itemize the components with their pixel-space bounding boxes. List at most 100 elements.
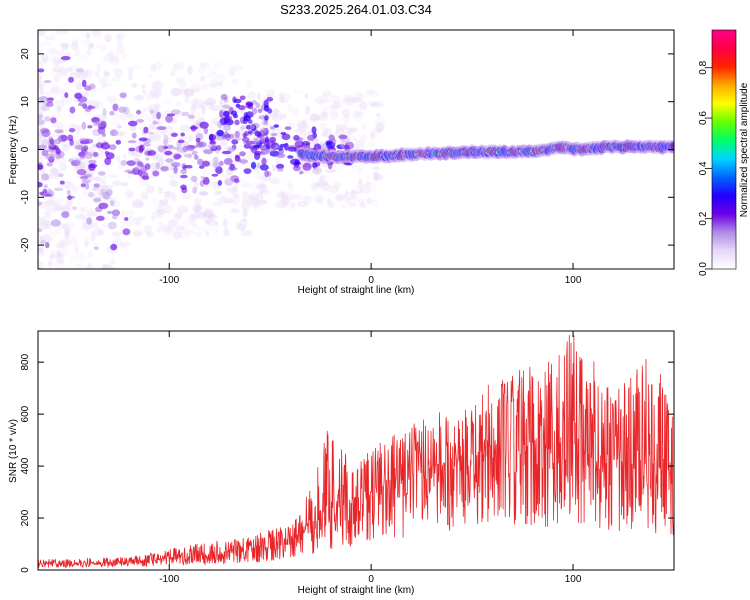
spectrogram-cell — [155, 162, 160, 170]
spectrogram-cell — [212, 61, 222, 70]
spectrogram-cell — [138, 145, 144, 154]
spectrogram-cell — [355, 163, 366, 172]
spectrogram-cell — [81, 206, 93, 213]
spectrogram-cell — [171, 162, 181, 167]
spectrogram-cell — [164, 191, 170, 199]
spectrogram-cell — [335, 123, 340, 132]
spectrogram-cell — [188, 153, 193, 159]
spectrogram-cell — [101, 264, 114, 269]
spectrogram-cell — [316, 179, 328, 187]
spectrogram-cell — [327, 184, 340, 194]
spectrogram-cell — [277, 146, 284, 151]
spectrogram-cell — [70, 159, 81, 167]
spectrogram-cell — [162, 198, 169, 207]
spectrogram-cell — [172, 146, 181, 150]
spectrogram-cell — [253, 150, 262, 156]
spectrogram-cell — [287, 103, 293, 113]
spectrogram-cell — [91, 265, 103, 269]
spectrogram-cell — [165, 115, 174, 123]
spectrogram-cell — [312, 185, 319, 192]
spectrogram-cell — [217, 180, 223, 186]
spectrogram-cell — [118, 132, 123, 138]
spectrogram-cell — [350, 196, 361, 202]
spectrogram-cell — [53, 262, 65, 268]
spectrogram-cell — [352, 112, 363, 122]
spectrogram-cell — [239, 219, 248, 228]
spectrogram-cell — [172, 192, 177, 202]
spectrogram-cell — [79, 154, 86, 160]
spectrogram-cell — [128, 115, 139, 121]
spectrogram-cell — [184, 164, 193, 169]
spectrogram-cell — [241, 137, 250, 143]
spectrogram-cell — [244, 197, 253, 204]
spectrogram-cell — [184, 94, 189, 103]
spectrogram-cell — [50, 249, 56, 258]
spectrogram-cell — [187, 65, 194, 75]
spectrogram-cell — [147, 150, 157, 156]
snr-panel: -100 0 100 0 200 400 600 800 Height of straight… — [8, 330, 675, 596]
spectrogram-cell — [360, 202, 367, 209]
spectrogram-cell — [107, 210, 113, 214]
spectrogram-cell — [347, 198, 356, 208]
snr-ylabel: SNR (10 * v/v) — [8, 419, 19, 483]
spectrogram-cell — [320, 98, 331, 104]
spectrogram-cell — [293, 165, 301, 172]
spectrogram-cell — [212, 156, 219, 163]
spectrogram-cell — [50, 117, 57, 124]
spectrogram-cell — [63, 81, 76, 88]
spectrogram-cell — [131, 132, 137, 139]
spectrogram-cell — [181, 220, 190, 229]
spectrogram-cell — [343, 195, 353, 204]
spectrogram-cell — [216, 145, 222, 151]
spectrogram-cell — [372, 165, 380, 171]
spectrogram-cell — [38, 251, 45, 257]
spectrogram-cell — [108, 144, 117, 150]
spectrogram-cell — [87, 125, 93, 129]
spectrogram-cell — [102, 108, 107, 116]
spectrogram-cell — [298, 170, 304, 175]
spectrogram-cell — [156, 154, 163, 162]
spectrogram-cell — [266, 96, 274, 102]
spectrogram-cell — [176, 224, 184, 230]
spectrogram-cell — [269, 126, 276, 130]
spectrogram-cell — [359, 185, 372, 194]
spectrogram-cell — [64, 227, 71, 236]
spectrogram-cell — [233, 183, 239, 191]
spectrogram-cell — [54, 99, 64, 109]
spectrogram-cell — [314, 183, 325, 189]
spectrogram-cell — [75, 253, 87, 261]
spectrogram-cell — [185, 230, 191, 239]
spectrogram-cell — [93, 99, 104, 110]
spectrogram-cell — [287, 146, 297, 152]
spectrogram-cell — [270, 132, 278, 137]
spectrogram-cell — [296, 201, 309, 208]
chart-title: S233.2025.264.01.03.C34 — [280, 2, 432, 17]
spectrogram-cell — [68, 76, 74, 83]
spectrogram-cell — [124, 217, 129, 221]
spectrogram-cell — [374, 116, 387, 127]
spectrogram-cell — [81, 79, 87, 88]
spectrogram-cell — [55, 254, 64, 263]
spectrogram-cell — [135, 220, 141, 226]
spectrogram-cell — [74, 246, 79, 255]
spectrogram-cell — [173, 165, 178, 174]
spectrogram-cell — [87, 262, 92, 269]
spectrogram-cell — [46, 223, 53, 229]
spectrogram-cell — [215, 149, 220, 154]
spectrogram-cell — [127, 171, 137, 175]
spectrogram-cell — [353, 109, 364, 118]
spectrogram-cell — [204, 101, 215, 107]
spectrogram-cell — [83, 158, 90, 164]
spectrogram-cell — [220, 93, 228, 101]
spectrogram-cell — [211, 202, 223, 207]
spectrogram-cell — [48, 230, 56, 241]
spectrogram-cell — [115, 139, 122, 145]
spectrogram-cell — [208, 213, 213, 219]
spectrogram-cell — [82, 222, 89, 230]
snr-xtick-label: -100 — [159, 574, 179, 585]
spectrogram-cell — [227, 146, 235, 152]
spectrogram-cell — [370, 101, 380, 108]
spectrogram-cell — [202, 209, 215, 218]
spectrogram-cell — [227, 186, 239, 194]
spectrogram-cell — [276, 153, 286, 159]
